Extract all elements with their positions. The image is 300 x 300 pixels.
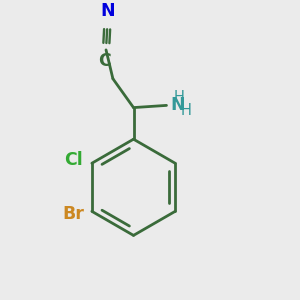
Text: C: C xyxy=(98,52,111,70)
Text: N: N xyxy=(171,96,185,114)
Text: Br: Br xyxy=(62,205,84,223)
Text: H: H xyxy=(174,90,185,105)
Text: H: H xyxy=(180,103,191,118)
Text: N: N xyxy=(100,2,115,20)
Text: Cl: Cl xyxy=(64,152,82,169)
